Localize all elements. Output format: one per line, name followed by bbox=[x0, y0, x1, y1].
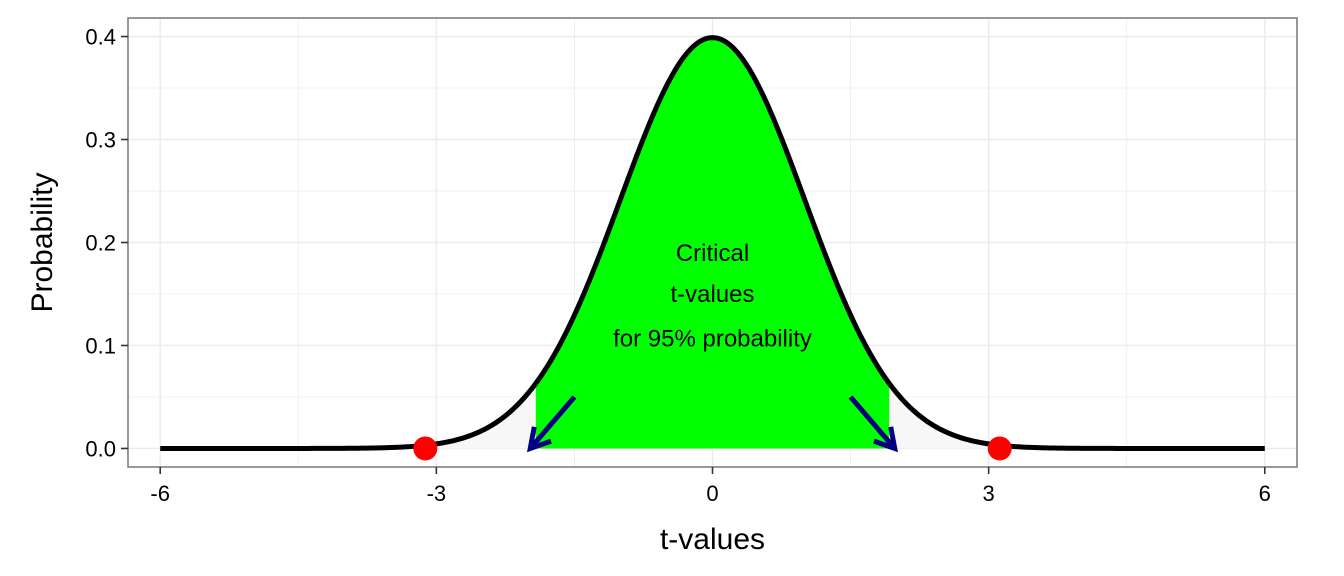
y-tick-label: 0.4 bbox=[85, 25, 116, 50]
y-tick-label: 0.3 bbox=[85, 128, 116, 153]
annotation-line: for 95% probability bbox=[613, 325, 812, 352]
curve-layer bbox=[159, 35, 1266, 451]
y-axis-title: Probability bbox=[26, 172, 59, 312]
y-axis: 0.0 0.1 0.2 0.3 0.4 bbox=[85, 25, 128, 461]
arrow-shaft bbox=[848, 395, 897, 451]
x-axis-title: t-values bbox=[660, 523, 765, 556]
annotation-line: Critical bbox=[676, 240, 749, 267]
x-tick-label: 6 bbox=[1259, 481, 1271, 506]
y-tick-label: 0.1 bbox=[85, 333, 116, 358]
critical-point bbox=[987, 436, 1012, 461]
arrow-right bbox=[848, 395, 899, 453]
arrow-head bbox=[873, 426, 899, 453]
y-tick-label: 0.0 bbox=[85, 436, 116, 461]
x-tick-label: 0 bbox=[706, 481, 718, 506]
annotation-line: t-values bbox=[670, 281, 754, 308]
arrow-head bbox=[526, 426, 552, 453]
annotation: Critical t-values for 95% probability bbox=[613, 240, 812, 352]
arrow-shaft bbox=[528, 395, 577, 451]
x-tick-label: 3 bbox=[983, 481, 995, 506]
fills bbox=[160, 37, 1265, 449]
x-tick-label: -6 bbox=[150, 481, 170, 506]
points bbox=[413, 436, 1012, 461]
arrow-left bbox=[526, 395, 577, 453]
density-curve bbox=[159, 35, 1266, 451]
x-tick-label: -3 bbox=[427, 481, 447, 506]
shaded-region bbox=[535, 37, 890, 449]
critical-point bbox=[413, 436, 438, 461]
arrows bbox=[526, 395, 899, 453]
y-tick-label: 0.2 bbox=[85, 231, 116, 256]
x-axis: -6 -3 0 3 6 bbox=[150, 467, 1271, 506]
